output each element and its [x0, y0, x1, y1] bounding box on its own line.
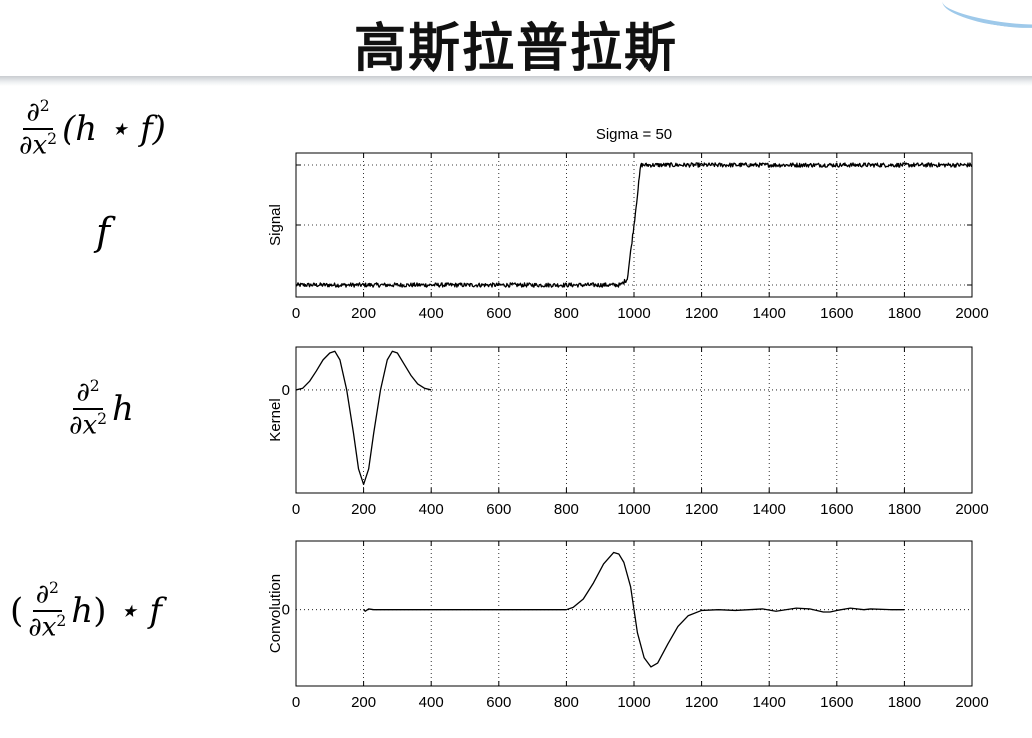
y-tick-label: 0 — [282, 382, 290, 399]
formula-second-derivative-of-convolution: ∂2 ∂x2 (h ⋆ f) — [19, 97, 166, 161]
x-tick-label: 1400 — [753, 305, 786, 322]
y-tick-label: 0 — [282, 602, 290, 619]
chart-panel-1: 0 200 400 600 800 1000 1200 1400 1600 1800 2000 Sig… — [267, 126, 989, 322]
x-tick-label: 2000 — [955, 501, 988, 518]
x-tick-label: 400 — [419, 694, 444, 711]
x-tick-label: 1000 — [617, 694, 650, 711]
formula-convolution: (∂2 ∂x2 h) ⋆ f — [10, 579, 162, 643]
y-axis-label: Convolution — [267, 574, 284, 653]
x-tick-label: 1800 — [888, 501, 921, 518]
x-tick-label: 200 — [351, 501, 376, 518]
page-title: 高斯拉普拉斯 — [353, 19, 678, 79]
x-tick-label: 1000 — [617, 501, 650, 518]
chart-panel-2: 0 200 400 600 800 1000 1200 1400 1600 1800 20000Ke… — [267, 346, 989, 518]
x-tick-label: 200 — [351, 305, 376, 322]
x-tick-label: 800 — [554, 501, 579, 518]
x-tick-label: 200 — [351, 694, 376, 711]
x-tick-label: 800 — [554, 694, 579, 711]
y-axis-label: Kernel — [267, 398, 284, 441]
x-tick-label: 1000 — [617, 305, 650, 322]
y-axis-label: Signal — [267, 204, 284, 246]
x-tick-label: 1400 — [753, 501, 786, 518]
x-tick-label: 1200 — [685, 305, 718, 322]
x-tick-label: 0 — [292, 501, 300, 518]
x-tick-label: 1800 — [888, 694, 921, 711]
x-tick-label: 1600 — [820, 694, 853, 711]
chart-title: Sigma = 50 — [596, 126, 672, 143]
series-line — [295, 162, 973, 288]
title-underline-bar — [0, 76, 1032, 86]
x-tick-label: 1800 — [888, 305, 921, 322]
x-tick-label: 600 — [486, 305, 511, 322]
x-tick-label: 0 — [292, 305, 300, 322]
x-tick-label: 800 — [554, 305, 579, 322]
series-line — [295, 350, 432, 486]
x-tick-label: 1600 — [820, 305, 853, 322]
x-tick-label: 600 — [486, 694, 511, 711]
x-tick-label: 1400 — [753, 694, 786, 711]
x-tick-label: 0 — [292, 694, 300, 711]
x-tick-label: 1600 — [820, 501, 853, 518]
formula-signal: f — [96, 210, 111, 254]
series-line — [363, 551, 905, 668]
x-tick-label: 600 — [486, 501, 511, 518]
x-tick-label: 1200 — [685, 501, 718, 518]
x-tick-label: 2000 — [955, 694, 988, 711]
x-tick-label: 400 — [419, 305, 444, 322]
chart-panel-3: 0 200 400 600 800 1000 1200 1400 1600 1800 20000Co… — [267, 540, 989, 711]
x-tick-label: 1200 — [685, 694, 718, 711]
x-tick-label: 400 — [419, 501, 444, 518]
x-tick-label: 2000 — [955, 305, 988, 322]
formula-kernel: ∂2 ∂x2 h — [69, 377, 134, 441]
